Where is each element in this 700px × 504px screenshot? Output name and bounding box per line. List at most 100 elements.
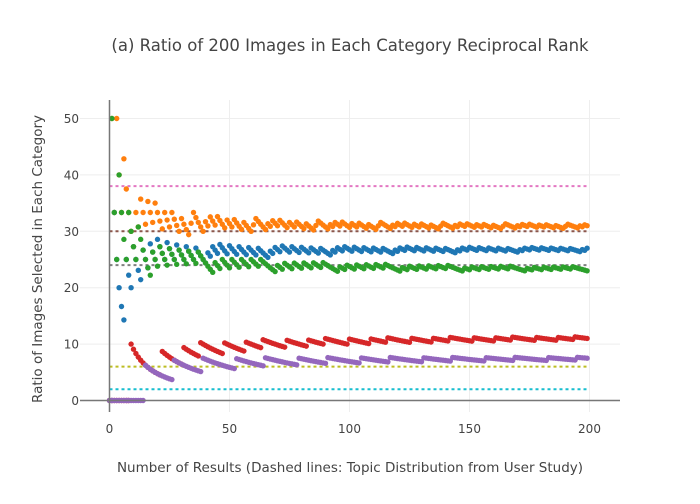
category-3-point <box>351 266 357 272</box>
category-2-point <box>265 254 271 261</box>
category-2-point <box>277 248 283 255</box>
category-3-point <box>135 224 141 230</box>
category-1-point <box>178 215 185 222</box>
category-4-point <box>320 341 326 347</box>
category-3-point <box>164 262 170 268</box>
x-tick-label: 200 <box>578 422 601 436</box>
category-1-point <box>171 216 177 222</box>
category-1-point <box>202 218 209 225</box>
category-3-point <box>145 265 151 271</box>
category-4-point <box>130 346 137 352</box>
category-3-point <box>236 264 242 270</box>
category-3-point <box>318 264 324 271</box>
category-3-point <box>147 272 153 278</box>
category-1-point <box>183 226 189 233</box>
category-5-point <box>198 368 204 375</box>
category-2-point <box>193 245 199 251</box>
category-1-point <box>162 209 168 216</box>
category-4-point <box>195 353 201 359</box>
category-1-point <box>207 214 213 220</box>
y-tick-label: 30 <box>64 225 79 239</box>
category-1-point <box>195 219 201 226</box>
category-1-point <box>154 209 161 216</box>
category-2-point <box>138 276 144 283</box>
category-1-point <box>229 224 235 230</box>
category-1-point <box>210 218 216 224</box>
category-2-point <box>116 285 122 291</box>
category-1-point <box>174 222 180 229</box>
category-1-point <box>145 198 151 205</box>
category-3-point <box>246 263 252 270</box>
category-3-point <box>298 265 305 271</box>
category-4-point <box>282 344 288 350</box>
category-3-point <box>123 256 129 263</box>
category-3-point <box>118 209 125 216</box>
category-1-point <box>284 224 290 231</box>
category-3-point <box>289 265 295 272</box>
category-3-point <box>166 245 173 252</box>
category-1-point <box>176 228 182 234</box>
category-1-point <box>166 224 173 230</box>
category-1-point <box>193 214 199 221</box>
category-3-point <box>188 252 194 259</box>
category-1-point <box>123 186 129 192</box>
category-5-series <box>106 354 590 404</box>
category-1-point <box>205 223 211 229</box>
category-3-point <box>370 265 377 272</box>
y-tick-label: 20 <box>64 281 79 295</box>
chart-title: (a) Ratio of 200 Images in Each Category… <box>111 36 589 55</box>
category-2-point <box>174 242 180 248</box>
category-4-point <box>382 339 389 345</box>
category-1-point <box>248 228 254 234</box>
category-5-point <box>385 359 391 365</box>
category-3-point <box>171 256 177 263</box>
category-1-point <box>198 224 204 230</box>
category-1-point <box>147 209 153 216</box>
category-2-point <box>286 249 293 255</box>
grid <box>80 100 620 412</box>
category-3-point <box>342 266 348 273</box>
category-2-point <box>358 248 365 255</box>
x-tick-label: 150 <box>458 422 481 436</box>
ticks: 0 10 20 30 40 50 0 50 100 150 200 <box>64 112 601 436</box>
category-5-point <box>294 362 300 368</box>
category-1-point <box>313 222 319 229</box>
category-1-point <box>212 222 218 228</box>
category-1-point <box>114 115 120 122</box>
category-5-point <box>169 376 175 383</box>
y-tick-label: 50 <box>64 112 79 126</box>
category-3-point <box>109 115 115 122</box>
category-2-point <box>306 250 312 256</box>
category-1-point <box>150 219 156 226</box>
category-1-point <box>121 156 127 162</box>
category-2-point <box>296 249 302 256</box>
category-1-point <box>214 213 221 220</box>
category-2-point <box>128 285 134 291</box>
category-3-point <box>272 268 278 275</box>
category-4-point <box>128 341 134 347</box>
category-3-point <box>169 251 175 257</box>
category-1-point <box>337 223 343 229</box>
category-1-point <box>238 226 245 232</box>
category-3-point <box>128 228 134 234</box>
category-2-point <box>214 250 221 257</box>
category-2-point <box>253 252 259 258</box>
category-4-series <box>106 334 590 404</box>
category-3-point <box>255 263 261 269</box>
category-2-point <box>121 317 127 323</box>
category-2-point <box>243 251 249 258</box>
category-5-point <box>260 363 266 369</box>
category-3-point <box>154 263 161 269</box>
category-3-point <box>157 243 163 250</box>
category-3-point <box>116 172 122 178</box>
category-3-point <box>121 236 127 243</box>
category-1-point <box>188 220 194 226</box>
category-4-point <box>303 343 309 349</box>
category-3-point <box>152 256 158 263</box>
category-5-point <box>356 360 362 366</box>
y-tick-label: 40 <box>64 168 79 182</box>
category-2-point <box>584 245 590 251</box>
category-2-point <box>126 272 132 278</box>
category-3-point <box>176 247 182 253</box>
